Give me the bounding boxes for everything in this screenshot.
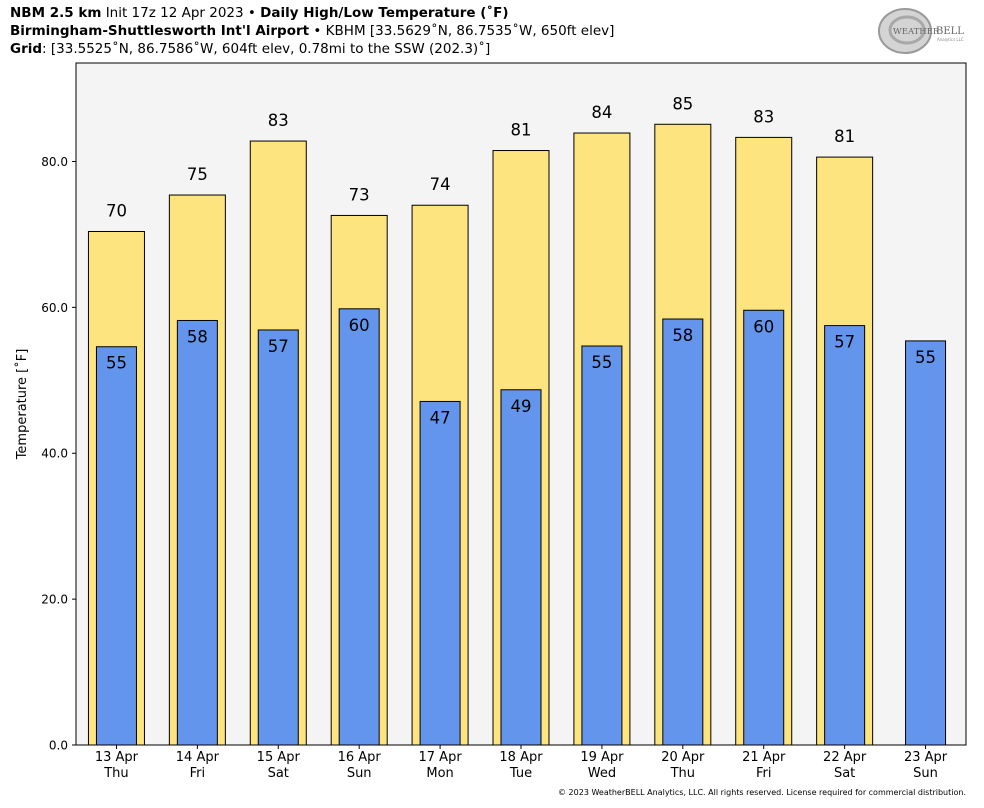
x-tick-date: 23 Apr xyxy=(904,750,948,765)
product-name: Daily High/Low Temperature (˚F) xyxy=(260,5,509,21)
low-bar xyxy=(581,345,623,746)
logo-text-b: BELL xyxy=(936,26,964,37)
y-tick-label: 40.0 xyxy=(41,447,68,461)
high-label: 73 xyxy=(349,185,370,204)
high-label: 84 xyxy=(591,103,612,122)
value-labels: 70 55 75 58 83 57 73 60 74 47 81 49 84 55 85 58 83 60 81 57… xyxy=(106,94,936,427)
y-tick-label: 20.0 xyxy=(41,593,68,607)
x-tick-date: 21 Apr xyxy=(742,750,786,765)
low-bar xyxy=(662,318,704,746)
low-bar xyxy=(176,319,218,746)
high-label: 74 xyxy=(430,175,451,194)
x-tick-day: Sat xyxy=(268,766,289,781)
high-label: 85 xyxy=(672,94,693,113)
high-label: 75 xyxy=(187,165,208,184)
logo-subtext: Analytics LLC xyxy=(937,37,964,42)
x-tick-day: Tue xyxy=(509,766,532,781)
low-label: 57 xyxy=(834,333,855,352)
low-bar xyxy=(500,389,542,746)
high-label: 81 xyxy=(511,121,532,140)
title-line-1: NBM 2.5 km Init 17z 12 Apr 2023 • Daily … xyxy=(10,5,509,22)
low-bar xyxy=(419,400,461,746)
x-tick-day: Mon xyxy=(426,766,453,781)
low-label: 55 xyxy=(106,354,127,373)
separator: • xyxy=(313,23,322,39)
low-label: 49 xyxy=(511,397,532,416)
x-tick-day: Wed xyxy=(588,766,616,781)
y-tick-label: 80.0 xyxy=(41,155,68,169)
low-label: 47 xyxy=(430,408,451,427)
low-bar xyxy=(743,309,785,746)
separator: • xyxy=(247,5,256,21)
low-bars xyxy=(95,308,947,746)
y-axis-label: Temperature [˚F] xyxy=(14,349,30,461)
model-name: NBM 2.5 km xyxy=(10,5,102,21)
low-label: 55 xyxy=(915,348,936,367)
low-bar xyxy=(95,346,137,746)
x-tick-date: 20 Apr xyxy=(661,750,705,765)
high-label: 83 xyxy=(753,107,774,126)
x-tick-day: Sat xyxy=(834,766,855,781)
low-bar xyxy=(824,325,866,746)
x-tick-day: Thu xyxy=(670,766,695,781)
y-tick-label: 0.0 xyxy=(49,739,68,753)
x-tick-day: Thu xyxy=(103,766,128,781)
low-label: 58 xyxy=(672,326,693,345)
station-name: Birmingham-Shuttlesworth Int'l Airport xyxy=(10,23,310,39)
grid-label: Grid xyxy=(10,41,43,57)
x-tick-day: Fri xyxy=(756,766,772,781)
logo-text-a: WEATHER xyxy=(893,27,940,37)
title-line-3: Grid: [33.5525˚N, 86.7586˚W, 604ft elev,… xyxy=(10,41,490,58)
low-label: 60 xyxy=(349,316,370,335)
y-axis: 0.0 20.0 40.0 60.0 80.0 xyxy=(41,155,76,753)
x-tick-date: 19 Apr xyxy=(580,750,624,765)
y-tick-label: 60.0 xyxy=(41,301,68,315)
high-label: 70 xyxy=(106,201,127,220)
x-tick-day: Fri xyxy=(190,766,206,781)
init-time: Init 17z 12 Apr 2023 xyxy=(105,5,244,21)
x-tick-day: Sun xyxy=(347,766,372,781)
x-tick-day: Sun xyxy=(913,766,938,781)
low-bar xyxy=(257,329,299,746)
x-tick-date: 18 Apr xyxy=(499,750,543,765)
weatherbell-logo: WEATHER BELL Analytics LLC xyxy=(878,8,964,54)
station-details: KBHM [33.5629˚N, 86.7535˚W, 650ft elev] xyxy=(325,23,615,39)
low-label: 57 xyxy=(268,337,289,356)
low-label: 55 xyxy=(591,353,612,372)
high-label: 83 xyxy=(268,111,289,130)
x-tick-date: 14 Apr xyxy=(176,750,220,765)
x-tick-date: 22 Apr xyxy=(823,750,867,765)
x-tick-date: 15 Apr xyxy=(257,750,301,765)
low-bar xyxy=(905,340,947,746)
x-tick-date: 17 Apr xyxy=(419,750,463,765)
low-label: 58 xyxy=(187,327,208,346)
x-tick-date: 16 Apr xyxy=(338,750,382,765)
low-bar xyxy=(338,308,380,746)
grid-details: : [33.5525˚N, 86.7586˚W, 604ft elev, 0.7… xyxy=(42,41,491,57)
high-label: 81 xyxy=(834,127,855,146)
copyright-notice: © 2023 WeatherBELL Analytics, LLC. All r… xyxy=(558,788,966,797)
x-tick-date: 13 Apr xyxy=(95,750,139,765)
logo-swirl-inner xyxy=(888,15,926,45)
title-line-2: Birmingham-Shuttlesworth Int'l Airport •… xyxy=(10,23,614,40)
low-label: 60 xyxy=(753,317,774,336)
